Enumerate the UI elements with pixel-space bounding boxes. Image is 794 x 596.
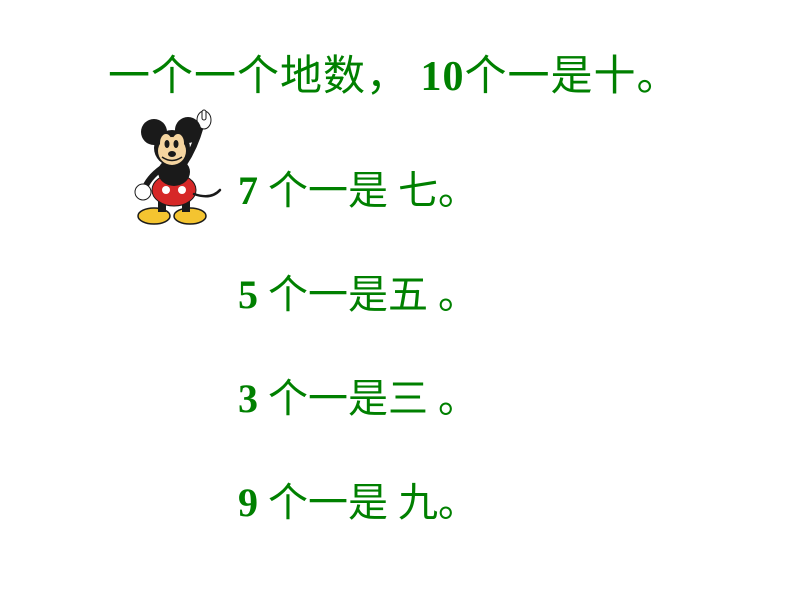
line-text: 个一是五 。 [258,272,478,317]
list-item: 9 个一是 九。 [238,470,478,528]
mickey-mouse-image [126,108,236,226]
list-item: 7 个一是 七。 [238,158,478,216]
line-text: 个一是 九。 [258,480,478,525]
line-number: 5 [238,272,258,317]
list-item: 3 个一是三 。 [238,366,478,424]
content-list: 7 个一是 七。 5 个一是五 。 3 个一是三 。 9 个一是 九。 [238,158,478,574]
line-number: 9 [238,480,258,525]
title-number: 10 [421,54,465,100]
line-text: 个一是 七。 [258,168,478,213]
page-title: 一个一个地数， 10个一是十。 [108,42,680,103]
list-item: 5 个一是五 。 [238,262,478,320]
line-number: 3 [238,376,258,421]
title-part1: 一个一个地数， [108,54,421,100]
line-number: 7 [238,168,258,213]
title-part2: 个一是十。 [465,54,680,100]
line-text: 个一是三 。 [258,376,478,421]
